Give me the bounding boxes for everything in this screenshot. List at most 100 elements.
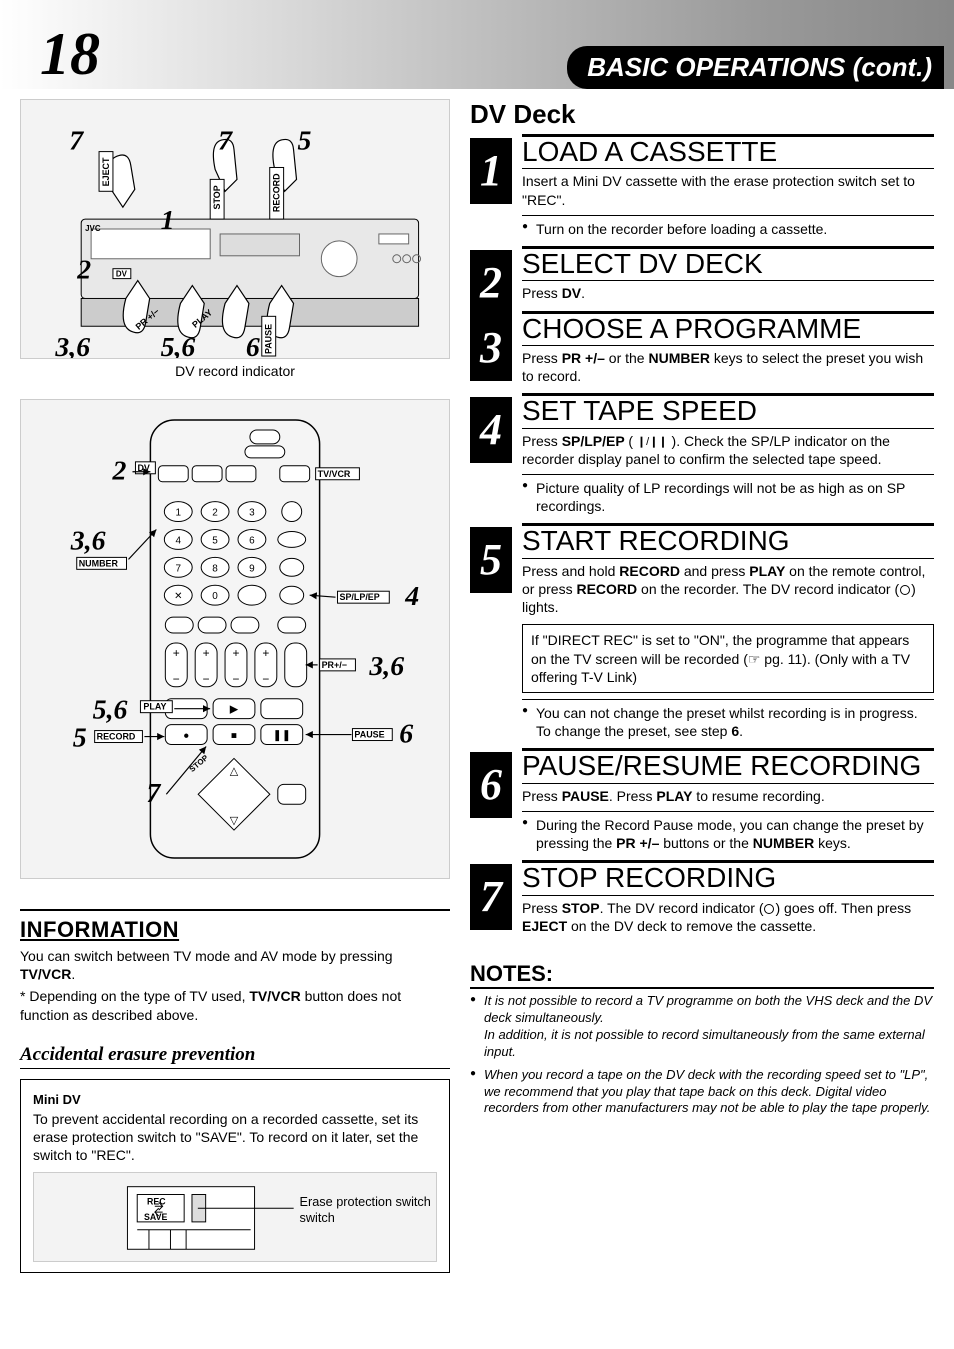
page-number: 18 xyxy=(40,20,100,89)
svg-text:6: 6 xyxy=(399,719,413,750)
svg-text:7: 7 xyxy=(218,126,233,157)
erasure-body: To prevent accidental recording on a rec… xyxy=(33,1110,437,1165)
erasure-heading: Accidental erasure prevention xyxy=(20,1044,450,1069)
svg-text:5: 5 xyxy=(73,722,87,753)
svg-text:1: 1 xyxy=(175,508,181,519)
step-number: 1 xyxy=(470,138,512,204)
step-body: Press and hold RECORD and press PLAY on … xyxy=(522,562,934,617)
step-bullet: Picture quality of LP recordings will no… xyxy=(522,474,934,515)
step-7: 7STOP RECORDINGPress STOP. The DV record… xyxy=(470,860,934,935)
svg-text:PAUSE: PAUSE xyxy=(264,324,274,354)
svg-text:3,6: 3,6 xyxy=(368,651,404,682)
svg-text:PR+/−: PR+/− xyxy=(322,660,347,670)
svg-text:▽: ▽ xyxy=(230,815,239,827)
svg-text:PLAY: PLAY xyxy=(143,702,166,712)
svg-text:−: − xyxy=(262,672,269,686)
svg-text:EJECT: EJECT xyxy=(101,157,111,186)
information-footnote: * Depending on the type of TV used, TV/V… xyxy=(20,987,450,1023)
recorder-diagram: 7 7 5 1 2 3,6 5,6 6 EJECT STOP RE xyxy=(20,99,450,359)
svg-text:3: 3 xyxy=(249,508,255,519)
information-section: INFORMATION You can switch between TV mo… xyxy=(20,909,450,1024)
svg-text:switch: switch xyxy=(300,1210,335,1225)
svg-text:7: 7 xyxy=(146,778,161,809)
step-heading: CHOOSE A PROGRAMME xyxy=(522,311,934,346)
svg-text:4: 4 xyxy=(404,581,419,612)
step-heading: STOP RECORDING xyxy=(522,860,934,895)
step-5: 5START RECORDINGPress and hold RECORD an… xyxy=(470,523,934,740)
svg-text:8: 8 xyxy=(212,563,218,574)
information-body: You can switch between TV mode and AV mo… xyxy=(20,947,450,983)
svg-text:2: 2 xyxy=(212,508,218,519)
svg-text:Erase protection switch: Erase protection switch xyxy=(300,1195,431,1210)
step-heading: SELECT DV DECK xyxy=(522,246,934,281)
erasure-diagram: REC SAVE Erase protection switch switch xyxy=(33,1172,437,1262)
svg-text:5,6: 5,6 xyxy=(161,332,196,358)
step-number: 2 xyxy=(470,250,512,316)
notes-list: It is not possible to record a TV progra… xyxy=(470,993,934,1117)
notes-item: When you record a tape on the DV deck wi… xyxy=(470,1067,934,1118)
svg-text:■: ■ xyxy=(231,731,237,742)
svg-text:2: 2 xyxy=(76,255,91,286)
svg-text:DV: DV xyxy=(116,270,128,279)
svg-text:4: 4 xyxy=(175,535,181,546)
svg-text:STOP: STOP xyxy=(212,185,222,209)
step-inset: If "DIRECT REC" is set to "ON", the prog… xyxy=(522,624,934,693)
svg-text:2: 2 xyxy=(112,456,127,487)
step-body: Insert a Mini DV cassette with the erase… xyxy=(522,172,934,208)
svg-text:+: + xyxy=(262,646,269,660)
svg-text:3,6: 3,6 xyxy=(70,525,106,556)
step-heading: PAUSE/RESUME RECORDING xyxy=(522,748,934,783)
step-number: 7 xyxy=(470,864,512,930)
svg-text:RECORD: RECORD xyxy=(272,173,282,212)
svg-text:9: 9 xyxy=(249,563,255,574)
step-number: 4 xyxy=(470,397,512,463)
svg-text:✕: ✕ xyxy=(174,591,182,602)
step-bullet: You can not change the preset whilst rec… xyxy=(522,699,934,740)
page-header: 18 BASIC OPERATIONS (cont.) xyxy=(0,0,954,89)
svg-text:1: 1 xyxy=(161,205,175,236)
svg-text:JVC: JVC xyxy=(85,224,101,233)
svg-text:RECORD: RECORD xyxy=(97,732,136,742)
svg-text:6: 6 xyxy=(246,332,260,358)
svg-text:●: ● xyxy=(183,731,189,742)
svg-text:REC: REC xyxy=(147,1197,166,1207)
step-number: 3 xyxy=(470,315,512,381)
remote-diagram: 123 456 789 ✕0 ++++ −−−− xyxy=(20,399,450,879)
notes-item: It is not possible to record a TV progra… xyxy=(470,993,934,1061)
step-heading: LOAD A CASSETTE xyxy=(522,134,934,169)
step-bullet: During the Record Pause mode, you can ch… xyxy=(522,811,934,852)
step-bullet: Turn on the recorder before loading a ca… xyxy=(522,215,934,238)
information-heading: INFORMATION xyxy=(20,917,450,943)
step-3: 3 CHOOSE A PROGRAMMEPress PR +/– or the N… xyxy=(470,311,934,386)
header-title: BASIC OPERATIONS (cont.) xyxy=(567,46,944,89)
step-body: Press PAUSE. Press PLAY to resume record… xyxy=(522,787,934,805)
step-body: Press DV. xyxy=(522,284,934,302)
svg-text:NUMBER: NUMBER xyxy=(79,558,119,568)
right-section-title: DV Deck xyxy=(470,99,934,130)
svg-text:SP/LP/EP: SP/LP/EP xyxy=(340,592,380,602)
step-2: 2SELECT DV DECKPress DV. xyxy=(470,246,934,303)
step-body: Press PR +/– or the NUMBER keys to selec… xyxy=(522,349,934,385)
svg-text:+: + xyxy=(233,646,240,660)
step-6: 6PAUSE/RESUME RECORDINGPress PAUSE. Pres… xyxy=(470,748,934,852)
svg-text:+: + xyxy=(173,646,180,660)
svg-text:3,6: 3,6 xyxy=(54,332,90,358)
recorder-diagram-caption: DV record indicator xyxy=(20,363,450,379)
svg-text:7: 7 xyxy=(175,563,181,574)
svg-text:−: − xyxy=(203,672,210,686)
svg-text:5: 5 xyxy=(298,126,312,157)
svg-text:▶: ▶ xyxy=(230,704,239,716)
step-4: 4SET TAPE SPEEDPress SP/LP/EP ( ❙/❙❙ ). … xyxy=(470,393,934,515)
svg-text:−: − xyxy=(233,672,240,686)
splp-icon: ❙/❙❙ xyxy=(637,435,668,449)
step-heading: START RECORDING xyxy=(522,523,934,558)
svg-text:TV/VCR: TV/VCR xyxy=(318,469,351,479)
svg-text:0: 0 xyxy=(212,591,218,602)
erasure-subheading: Mini DV xyxy=(33,1092,437,1107)
svg-text:❚❚: ❚❚ xyxy=(273,730,291,742)
svg-text:6: 6 xyxy=(249,535,255,546)
step-body: Press SP/LP/EP ( ❙/❙❙ ). Check the SP/LP… xyxy=(522,432,934,468)
svg-text:5: 5 xyxy=(212,535,218,546)
record-indicator-icon xyxy=(764,904,774,914)
erasure-box: Mini DV To prevent accidental recording … xyxy=(20,1079,450,1274)
